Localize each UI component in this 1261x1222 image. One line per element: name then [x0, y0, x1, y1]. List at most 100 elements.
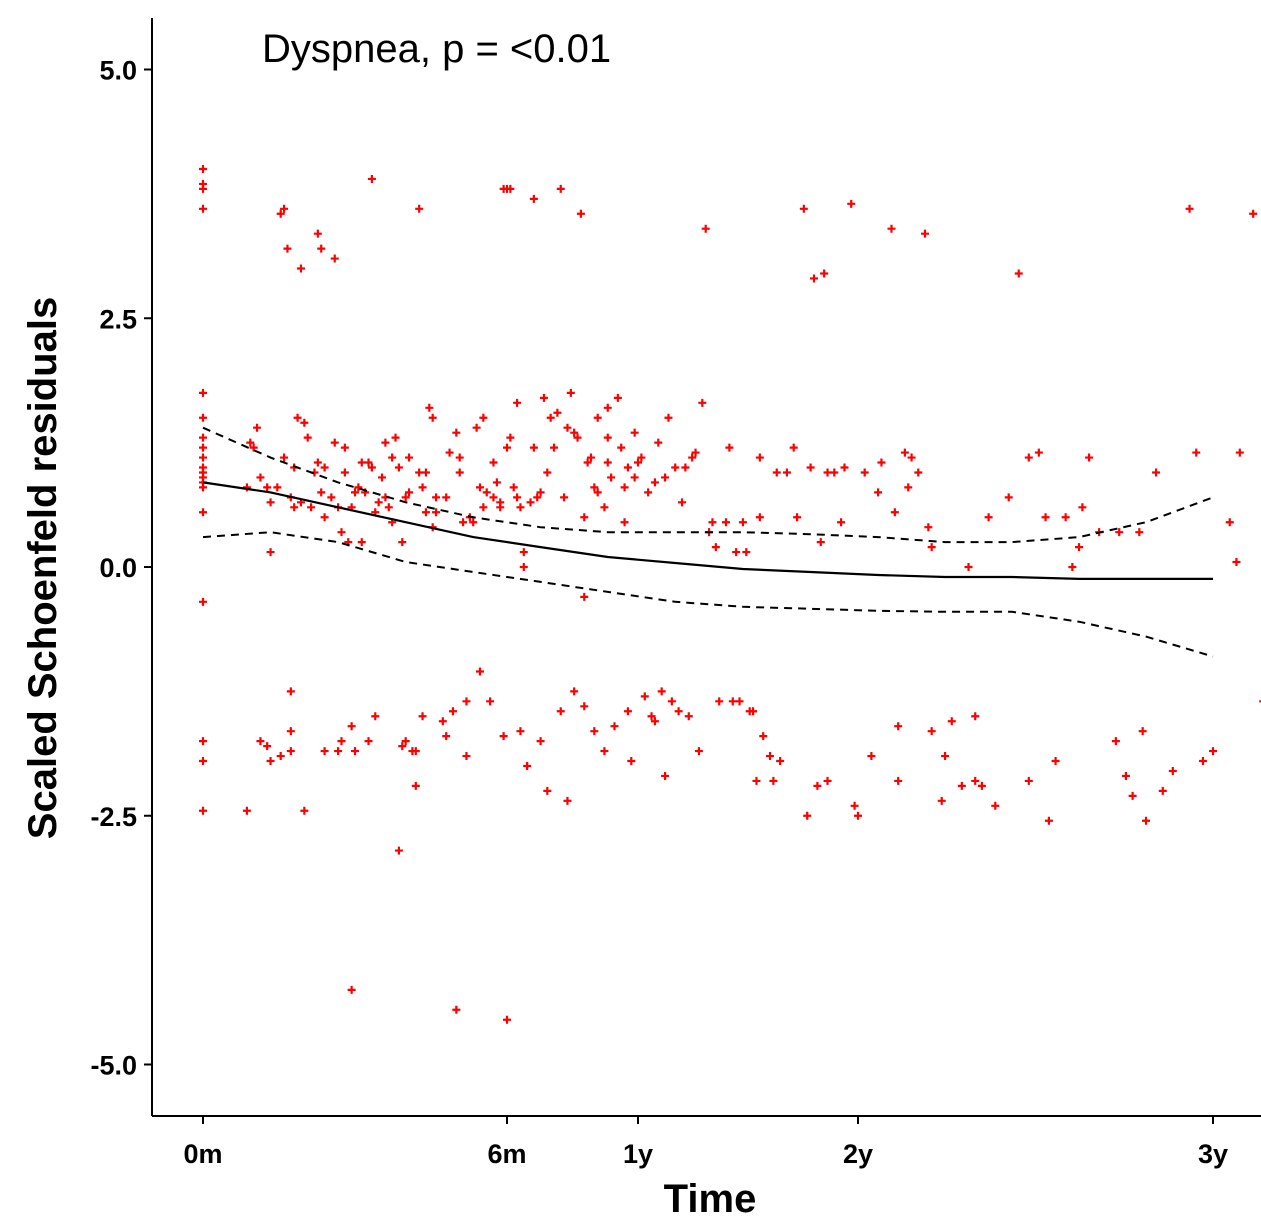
residual-point	[816, 538, 825, 547]
residual-point	[813, 781, 822, 790]
residual-point	[357, 458, 366, 467]
residual-point	[678, 498, 686, 507]
residual-point	[1014, 269, 1023, 278]
residual-point	[384, 503, 393, 512]
residual-point	[503, 1015, 511, 1024]
residual-point	[937, 796, 946, 805]
residual-point	[793, 513, 802, 522]
residual-point	[351, 747, 359, 756]
residual-point	[867, 752, 876, 761]
residual-point	[418, 712, 427, 721]
residual-point	[560, 493, 569, 502]
residual-point	[837, 518, 846, 527]
residual-point	[1061, 513, 1070, 522]
residual-point	[580, 513, 589, 522]
residual-point	[556, 184, 565, 193]
residual-point	[1235, 448, 1244, 457]
residual-point	[199, 433, 207, 442]
residual-point	[199, 443, 207, 452]
residual-point	[550, 443, 559, 452]
residual-point	[266, 498, 275, 507]
residual-point	[411, 781, 420, 790]
residual-point	[401, 737, 410, 746]
residual-point	[603, 433, 612, 442]
residual-point	[563, 796, 572, 805]
residual-point	[398, 742, 407, 751]
residual-point	[509, 483, 518, 492]
residual-point	[317, 244, 326, 253]
residual-point	[603, 458, 612, 467]
residual-point	[691, 448, 700, 457]
residual-point	[286, 687, 295, 696]
residual-point	[199, 413, 207, 422]
residual-point	[438, 717, 447, 726]
residual-point	[620, 518, 629, 527]
x-tick-label: 3y	[1198, 1139, 1228, 1169]
residual-point	[650, 478, 659, 487]
residual-point	[698, 398, 707, 407]
residual-point	[442, 493, 451, 502]
y-tick-label: 2.5	[99, 304, 137, 334]
residual-point	[266, 757, 275, 766]
residual-point	[371, 712, 380, 721]
residual-point	[735, 697, 744, 706]
residual-point	[526, 498, 535, 507]
residual-point	[307, 503, 316, 512]
residual-point	[738, 518, 747, 527]
residual-point	[749, 707, 758, 716]
residual-point	[650, 717, 659, 726]
residual-point	[452, 428, 461, 437]
residual-point	[401, 493, 410, 502]
residual-point	[711, 543, 720, 552]
residual-point	[1044, 816, 1053, 825]
residual-point	[1004, 493, 1013, 502]
residual-point	[263, 742, 272, 751]
residual-point	[199, 184, 207, 193]
residual-point	[448, 707, 457, 716]
residual-point	[482, 488, 491, 497]
residual-point	[947, 717, 956, 726]
residual-point	[789, 443, 798, 452]
residual-point	[782, 468, 791, 477]
residual-point	[523, 762, 532, 770]
smoothed-fit-line	[202, 481, 1213, 580]
residual-point	[388, 453, 397, 462]
residual-point	[630, 428, 639, 437]
residual-point	[340, 468, 349, 477]
residual-point	[543, 786, 552, 795]
residual-point	[603, 403, 612, 412]
residual-point	[280, 204, 289, 213]
residual-point	[772, 468, 781, 477]
residual-point	[462, 752, 471, 761]
residual-point	[1232, 558, 1241, 567]
residual-point	[1225, 518, 1234, 527]
residual-point	[273, 483, 282, 492]
residual-point	[593, 413, 602, 422]
residual-point	[391, 433, 400, 442]
residual-point	[1034, 448, 1043, 457]
residual-point	[984, 513, 993, 522]
residual-point	[900, 448, 909, 457]
residual-point	[347, 985, 356, 994]
residual-point	[977, 781, 986, 790]
residual-point	[411, 747, 420, 756]
residual-point	[576, 209, 585, 218]
ci-lower-line	[202, 531, 1214, 658]
residual-point	[630, 473, 639, 482]
residual-point	[489, 493, 498, 502]
residual-point	[421, 508, 430, 517]
residual-point	[752, 776, 761, 785]
residual-point	[330, 438, 339, 447]
residual-point	[479, 413, 488, 422]
y-tick-label: 0.0	[99, 553, 137, 583]
residual-point	[874, 488, 883, 497]
residual-point	[766, 752, 774, 761]
residual-point	[1068, 563, 1077, 571]
residual-point	[894, 722, 903, 731]
residual-point	[590, 483, 599, 492]
residual-point	[694, 747, 703, 756]
residual-point	[354, 483, 363, 492]
residual-point	[1024, 776, 1033, 785]
residual-point	[1152, 468, 1161, 477]
residual-point	[755, 513, 764, 522]
